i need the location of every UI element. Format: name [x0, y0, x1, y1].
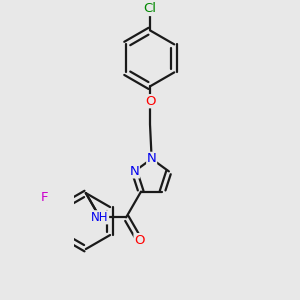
- Text: NH: NH: [91, 211, 109, 224]
- Text: N: N: [130, 165, 139, 178]
- Text: O: O: [145, 95, 155, 108]
- Text: O: O: [134, 234, 145, 247]
- Text: Cl: Cl: [143, 2, 157, 16]
- Text: F: F: [41, 191, 48, 204]
- Text: N: N: [147, 152, 157, 165]
